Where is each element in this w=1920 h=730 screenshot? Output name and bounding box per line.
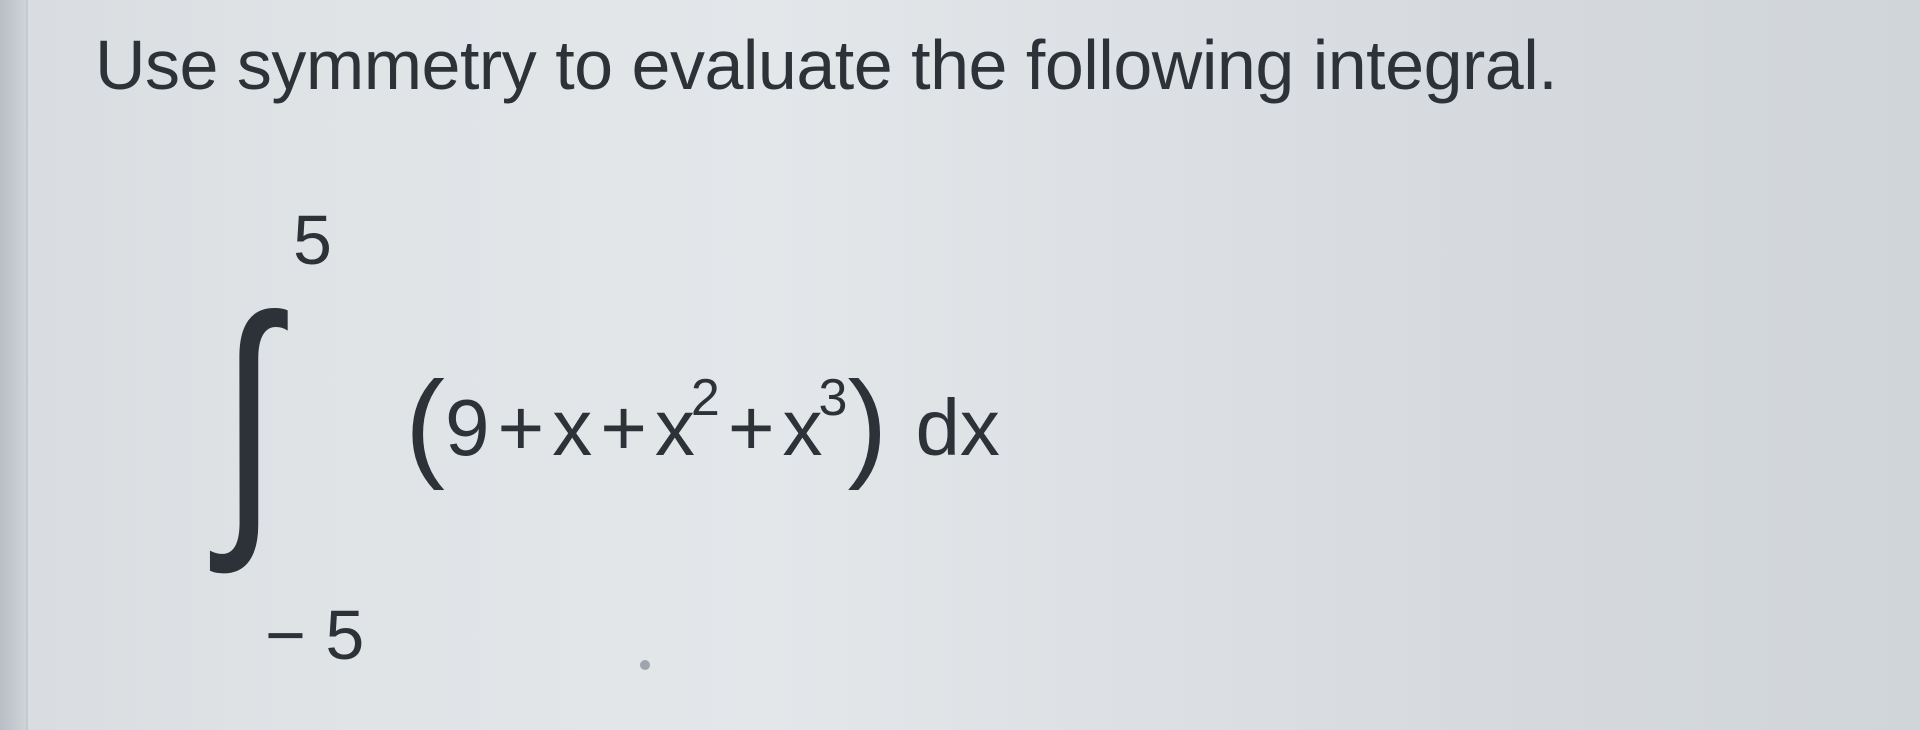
problem-content: Use symmetry to evaluate the following i… bbox=[95, 25, 1795, 680]
integral-symbol: ∫ bbox=[220, 278, 278, 558]
paren-open: ( bbox=[405, 357, 445, 491]
differential: dx bbox=[915, 383, 1000, 472]
stray-dot bbox=[640, 660, 650, 670]
term-x2-exp: 2 bbox=[691, 369, 720, 427]
term-x: x bbox=[552, 383, 592, 472]
integrand: (9+x+x2+x3)dx bbox=[405, 355, 1000, 493]
term-constant: 9 bbox=[445, 383, 490, 472]
term-x3-base: x bbox=[783, 383, 823, 472]
op-plus-3: + bbox=[728, 383, 775, 472]
lower-limit: − 5 bbox=[265, 595, 364, 675]
instruction-text: Use symmetry to evaluate the following i… bbox=[95, 25, 1795, 105]
op-plus-2: + bbox=[600, 383, 647, 472]
upper-limit: 5 bbox=[293, 200, 332, 280]
term-x2-base: x bbox=[655, 383, 695, 472]
op-plus-1: + bbox=[497, 383, 544, 472]
paren-close: ) bbox=[847, 357, 887, 491]
integral-expression: 5 ∫ − 5 (9+x+x2+x3)dx bbox=[215, 200, 1795, 680]
term-x3-exp: 3 bbox=[819, 369, 848, 427]
page-left-edge bbox=[0, 0, 28, 730]
